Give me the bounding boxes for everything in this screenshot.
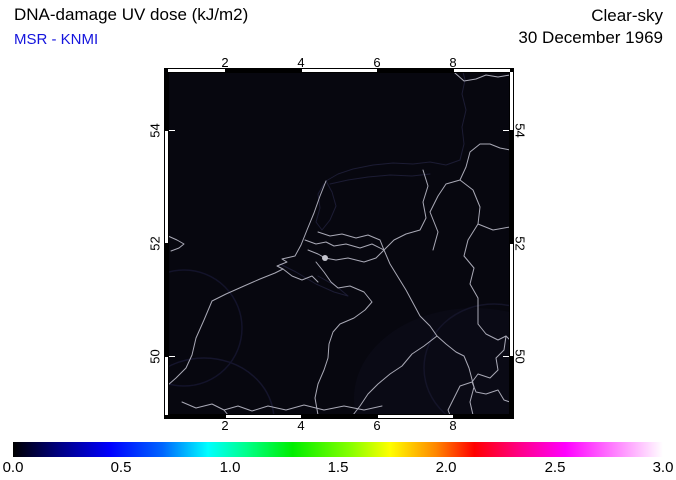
lon-tick-bottom-2: 2: [221, 418, 229, 433]
date-label: 30 December 1969: [518, 28, 663, 47]
map-frame: [164, 68, 514, 419]
rivers-rhine-delta: [304, 231, 385, 263]
product-label: MSR - KNMI: [14, 31, 99, 48]
lat-tick-right-52: 52: [512, 236, 528, 251]
river-meuse: [314, 261, 373, 416]
frame-ticks: [164, 68, 514, 419]
coastlines: [167, 71, 511, 416]
lat-tick-right-50: 50: [512, 349, 528, 364]
lon-tick-top-4: 4: [297, 55, 305, 70]
colorbar-label-10: 1.0: [219, 459, 241, 476]
lat-tick-left-52: 52: [147, 236, 163, 251]
lon-tick-top-6: 6: [373, 55, 381, 70]
map-shading: [164, 269, 514, 419]
coastline-denmark: [454, 72, 511, 82]
rivers-northern-germany: [429, 143, 511, 257]
colorbar-label-15: 1.5: [327, 459, 349, 476]
colorbar-label-25: 2.5: [544, 459, 566, 476]
colorbar-label-05: 0.5: [110, 459, 132, 476]
page-title: DNA-damage UV dose (kJ/m2): [14, 5, 249, 24]
colorbar-label-30: 3.0: [652, 459, 674, 476]
colorbar-label-0: 0.0: [2, 459, 24, 476]
coastline-netherlands: [167, 180, 327, 386]
lat-tick-right-54: 54: [512, 123, 528, 138]
map-panel: [164, 68, 514, 419]
border-nl-de: [383, 169, 429, 251]
lat-tick-left-54: 54: [147, 123, 163, 138]
river-scheldt: [282, 268, 319, 283]
colorbar-gradient: [13, 442, 663, 457]
lon-tick-bottom-8: 8: [449, 418, 457, 433]
lon-tick-bottom-4: 4: [297, 418, 305, 433]
colorbar-label-20: 2.0: [435, 459, 457, 476]
lat-tick-left-50: 50: [147, 349, 163, 364]
condition-label: Clear-sky: [591, 6, 663, 25]
header-right: Clear-sky 30 December 1969: [518, 5, 663, 49]
lon-tick-bottom-6: 6: [373, 418, 381, 433]
map-canvas: [164, 68, 514, 419]
river-moselle: [352, 335, 438, 416]
coastline-england: [167, 235, 185, 252]
inner-lat-ticks: [169, 130, 509, 357]
lon-tick-top-2: 2: [221, 55, 229, 70]
rivers-lower-right: [447, 255, 511, 416]
lon-tick-top-8: 8: [449, 55, 457, 70]
